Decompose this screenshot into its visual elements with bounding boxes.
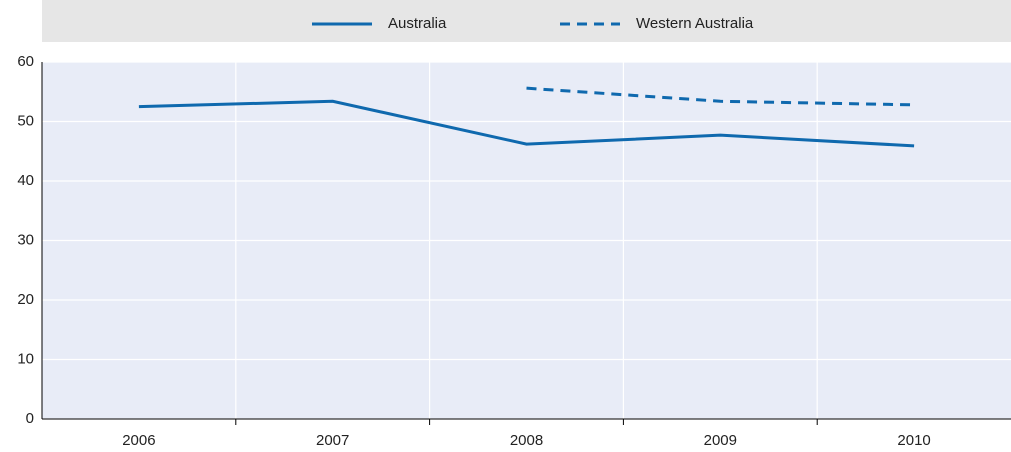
x-tick-label: 2009 (704, 432, 737, 449)
x-tick-label: 2008 (510, 432, 543, 449)
y-tick-label: 20 (17, 291, 34, 308)
y-tick-label: 30 (17, 231, 34, 248)
y-tick-label: 0 (26, 410, 34, 427)
y-tick-label: 40 (17, 172, 34, 189)
x-tick-label: 2006 (122, 432, 155, 449)
legend-label: Western Australia (636, 15, 754, 32)
grid (42, 61, 1011, 425)
y-tick-label: 50 (17, 112, 34, 129)
marks (138, 86, 915, 148)
y-tick-label: 60 (17, 53, 34, 70)
x-tick-label: 2010 (897, 432, 930, 449)
y-tick-label: 10 (17, 350, 34, 367)
x-tick-label: 2007 (316, 432, 349, 449)
series-line (526, 86, 915, 107)
series-line (138, 99, 915, 148)
legend-background (42, 0, 1011, 42)
legend-label: Australia (388, 15, 447, 32)
